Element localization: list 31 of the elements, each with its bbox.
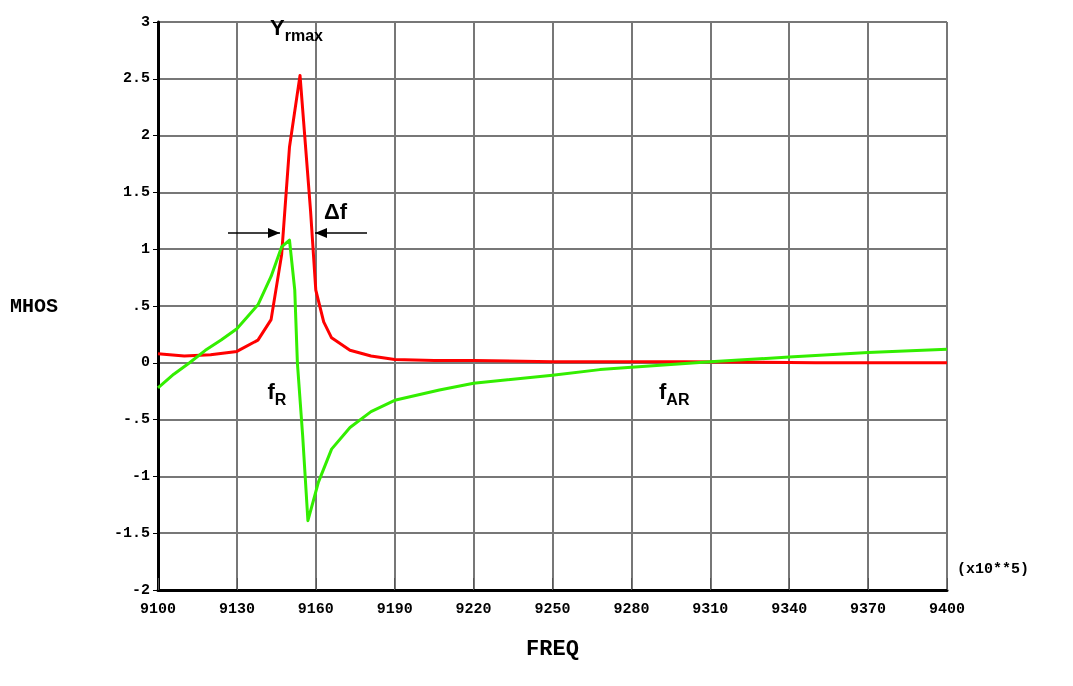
- x-tick-label: 9280: [613, 601, 650, 618]
- y-tick-label: 0: [140, 354, 150, 372]
- y-axis-title: MHOS: [9, 294, 58, 318]
- y-tick-label: 1: [140, 240, 150, 258]
- x-tick-label: 9310: [692, 601, 729, 618]
- line-series: [156, 238, 949, 523]
- y-tick-label: 2: [140, 127, 150, 145]
- y-tick-label: 3: [140, 13, 150, 31]
- x-tick-label: 9100: [139, 601, 177, 618]
- x-tick-label: 9370: [850, 601, 887, 618]
- y-tick-label: -1.5: [113, 524, 150, 542]
- y-tick-label: -1: [131, 467, 150, 485]
- x-axis-title: FREQ: [526, 636, 579, 662]
- x-tick-label: 9400: [928, 601, 966, 618]
- y-tick-label: -2: [131, 581, 150, 599]
- x-tick-label: 9190: [376, 601, 413, 618]
- annotation: Y$_{rmax}$: [270, 15, 323, 45]
- text: (x10**5): [957, 561, 1030, 578]
- annotation: f$_{R}$: [267, 378, 287, 408]
- x-tick-label: 9340: [771, 601, 808, 618]
- y-tick-label: .5: [131, 297, 150, 315]
- x-tick-label: 9130: [218, 601, 255, 618]
- annotation: f$_{AR}$: [659, 378, 690, 408]
- y-tick-label: 2.5: [122, 70, 150, 88]
- line-series: [156, 73, 949, 365]
- annotation: Δf: [324, 199, 348, 225]
- y-tick-label: -.5: [122, 411, 150, 429]
- x-tick-label: 9220: [455, 601, 492, 618]
- x-tick-label: 9160: [297, 601, 334, 618]
- y-tick-label: 1.5: [122, 183, 150, 201]
- x-tick-label: 9250: [534, 601, 571, 618]
